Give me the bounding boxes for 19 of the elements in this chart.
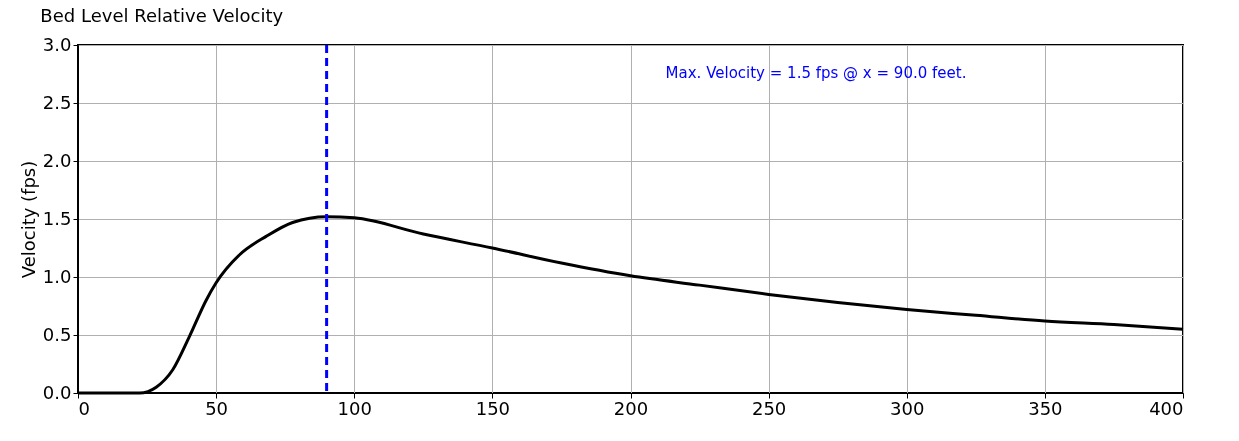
x-tick-label: 0: [78, 397, 90, 419]
x-tick-label: 50: [205, 397, 229, 419]
x-tick-label: 400: [1149, 397, 1184, 419]
chart-title: Bed Level Relative Velocity: [40, 5, 284, 26]
y-tick-label: 2.5: [42, 91, 72, 113]
y-tick-label: 2.0: [42, 149, 72, 171]
y-tick-label: 1.0: [42, 265, 72, 287]
annotation: Max. Velocity = 1.5 fps @ x = 90.0 feet.: [665, 64, 967, 82]
x-tick-label: 150: [475, 397, 511, 419]
x-tick-label: 250: [751, 397, 787, 419]
y-tick-label: 1.5: [42, 207, 72, 229]
x-tick-label: 300: [890, 397, 925, 419]
y-tick-label: 3.0: [42, 33, 72, 55]
x-tick-label: 350: [1028, 397, 1063, 419]
y-tick-label: 0.0: [42, 381, 72, 403]
y-tick-label: 0.5: [42, 323, 72, 345]
y-axis-title: Velocity (fps): [17, 160, 39, 279]
x-tick-label: 200: [613, 397, 649, 419]
x-tick-label: 100: [337, 397, 372, 419]
